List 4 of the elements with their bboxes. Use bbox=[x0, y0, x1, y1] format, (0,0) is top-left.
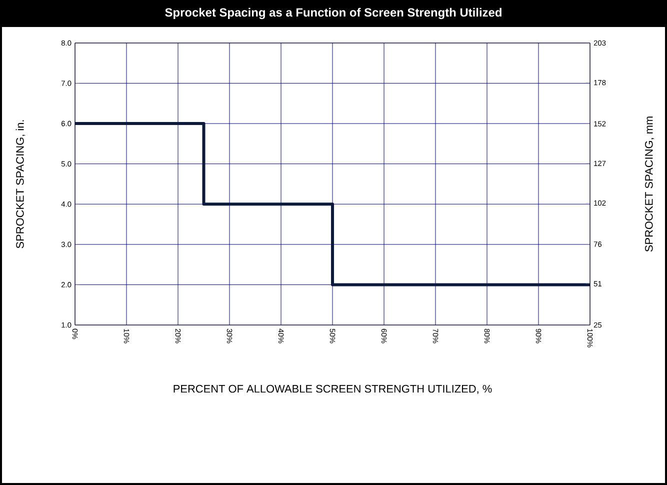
y2-axis-title: SPROCKET SPACING, mm bbox=[645, 116, 654, 252]
chart-title: Sprocket Spacing as a Function of Screen Strength Utilized bbox=[165, 8, 502, 20]
y-axis-title: SPROCKET SPACING, in. bbox=[16, 120, 26, 248]
x-axis-title: PERCENT OF ALLOWABLE SCREEN STRENGTH UTILIZED, % bbox=[174, 384, 492, 394]
